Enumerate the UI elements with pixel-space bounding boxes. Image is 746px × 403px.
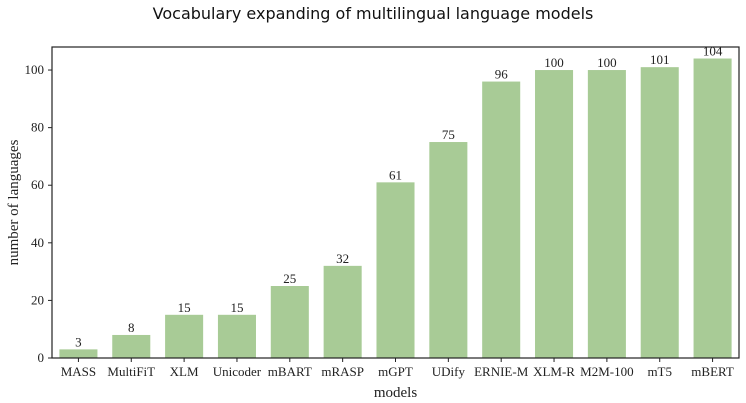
data-label: 75: [442, 127, 455, 142]
data-label: 25: [283, 271, 296, 286]
data-label: 100: [597, 55, 617, 70]
bar-mbert: [693, 58, 732, 358]
y-tick-label: 40: [31, 235, 44, 250]
data-label: 61: [389, 167, 402, 182]
x-tick-label: MultiFiT: [107, 364, 155, 379]
x-tick-label: M2M-100: [580, 364, 633, 379]
y-tick-label: 20: [31, 292, 44, 307]
bar-mass: [59, 349, 98, 358]
chart-title: Vocabulary expanding of multilingual lan…: [152, 4, 594, 23]
data-label: 15: [230, 300, 243, 315]
bar-mt5: [640, 67, 679, 358]
bar-ernie-m: [482, 81, 521, 359]
bar-m2m-100: [587, 70, 626, 358]
x-tick-label: ERNIE-M: [474, 364, 529, 379]
y-tick-label: 80: [31, 120, 44, 135]
data-label: 32: [336, 251, 349, 266]
bar-multifit: [112, 334, 151, 358]
data-label: 3: [75, 334, 82, 349]
bar-xlm-r: [535, 70, 574, 358]
x-tick-label: mBART: [268, 364, 312, 379]
plot-frame: [51, 46, 740, 359]
x-tick-label: XLM-R: [533, 364, 575, 379]
y-tick-label: 100: [25, 62, 45, 77]
x-tick-label: mBERT: [691, 364, 734, 379]
data-label: 15: [178, 300, 191, 315]
x-axis-ticks: MASS MultiFiT XLM Unicoder mBART mRASP mGPT UDi…: [61, 358, 734, 379]
x-tick-label: Unicoder: [213, 364, 262, 379]
bars-group: [59, 58, 732, 359]
data-label: 100: [544, 55, 564, 70]
x-tick-label: mRASP: [321, 364, 364, 379]
bar-mrasp: [323, 265, 362, 358]
y-tick-label: 0: [38, 350, 45, 365]
bar-unicoder: [217, 314, 256, 358]
data-label: 8: [128, 320, 135, 335]
x-axis-label: models: [374, 385, 417, 401]
y-tick-label: 60: [31, 177, 44, 192]
data-labels-group: 3 8 15 15 25 32 61 75 96 100 100 101 104: [75, 44, 723, 350]
bar-mbart: [270, 286, 309, 358]
y-axis-label: number of languages: [6, 139, 22, 265]
x-tick-label: XLM: [170, 364, 199, 379]
x-tick-label: mGPT: [378, 364, 413, 379]
data-label: 96: [495, 67, 509, 82]
data-label: 101: [650, 52, 670, 67]
bar-udify: [429, 142, 468, 358]
bar-mgpt: [376, 182, 415, 358]
y-axis-ticks: 0 20 40 60 80 100: [25, 62, 52, 365]
x-tick-label: mT5: [647, 364, 672, 379]
data-label: 104: [703, 44, 723, 59]
x-tick-label: UDify: [432, 364, 466, 379]
x-tick-label: MASS: [61, 364, 96, 379]
bar-xlm: [165, 314, 204, 358]
